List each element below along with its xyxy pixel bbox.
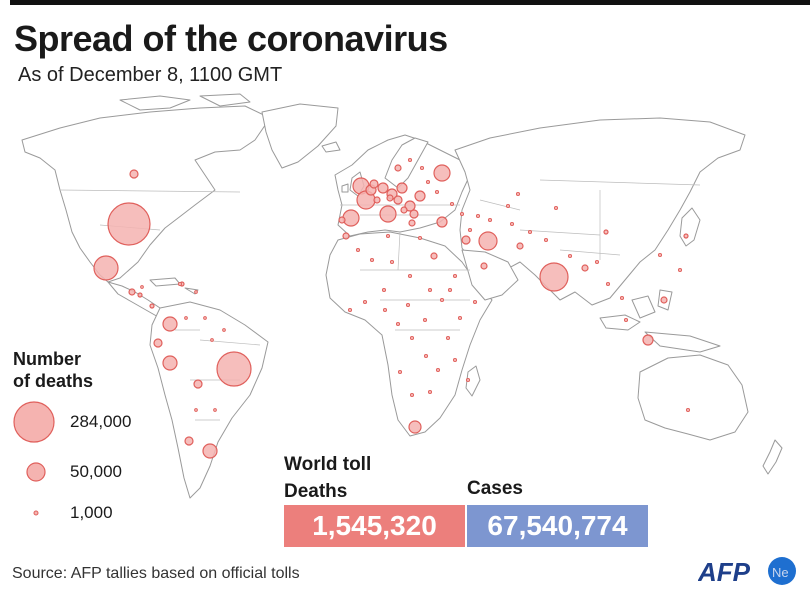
deaths-total-box: 1,545,320	[284, 505, 465, 547]
bubble-germany	[377, 182, 389, 194]
caribbean-islands	[149, 277, 199, 295]
cases-total-value: 67,540,774	[487, 510, 628, 541]
bubble-poland	[396, 182, 408, 194]
bubble-usa	[107, 202, 151, 246]
bubble-canada	[129, 169, 139, 179]
bubble-brazil	[216, 351, 252, 387]
iceland	[321, 141, 341, 153]
bubble-saudi-arabia	[480, 262, 488, 270]
bubble-bulgaria	[409, 209, 419, 219]
land-outlines	[21, 93, 783, 499]
bubble-switzerland	[373, 196, 381, 204]
bubble-pakistan	[516, 242, 524, 250]
bubble-peru	[162, 355, 178, 371]
deaths-label: Deaths	[284, 481, 348, 502]
bubble-turkey	[436, 216, 448, 228]
bubble-iraq	[461, 235, 471, 245]
deaths-total-value: 1,545,320	[312, 510, 437, 541]
small-bubbles	[140, 157, 691, 413]
southeast-asia-islands	[599, 289, 721, 353]
legend-title-line1: Number	[13, 349, 82, 369]
bubble-spain	[342, 209, 360, 227]
bubble-indonesia	[642, 334, 654, 346]
legend-title: Number of deaths	[13, 348, 93, 392]
bubble-ecuador	[153, 338, 163, 348]
north-america-landmass	[21, 105, 271, 283]
bubble-south-africa	[408, 420, 422, 434]
death-bubbles	[93, 164, 689, 459]
legend-bubble-large	[13, 401, 55, 443]
bubble-colombia	[162, 316, 178, 332]
bubble-philippines	[660, 296, 668, 304]
south-america-landmass	[149, 301, 269, 499]
bubble-china	[603, 229, 609, 235]
top-rule	[10, 0, 810, 5]
bubble-guatemala	[128, 288, 136, 296]
afp-logo-text: AFP	[698, 557, 751, 587]
bubble-india	[539, 262, 569, 292]
bubble-morocco	[342, 232, 350, 240]
afp-globe-logo-icon: AFP Ne	[698, 557, 796, 587]
bubble-netherlands	[369, 179, 379, 189]
map-title: Spread of the coronavirus	[14, 18, 448, 59]
bubble-iran	[478, 231, 498, 251]
svg-text:Ne: Ne	[772, 565, 789, 580]
legend-title-line2: of deaths	[13, 371, 94, 391]
greenland	[261, 103, 339, 169]
bubble-ukraine	[414, 190, 426, 202]
arabian-peninsula	[461, 249, 519, 301]
africa-landmass	[325, 231, 493, 437]
cases-label: Cases	[467, 478, 523, 499]
source-note: Source: AFP tallies based on official to…	[12, 565, 300, 582]
madagascar	[465, 365, 481, 397]
bubble-sweden	[394, 164, 402, 172]
world-toll-heading: World toll Deaths	[284, 451, 371, 505]
new-zealand	[762, 439, 783, 475]
cases-total-box: 67,540,774	[467, 505, 648, 547]
legend-bubbles	[13, 401, 55, 516]
arctic-islands	[119, 93, 251, 111]
legend-bubble-medium	[26, 462, 46, 482]
bubble-austria	[386, 194, 394, 202]
legend-bubble-small	[33, 510, 39, 516]
world-toll-title: World toll	[284, 454, 372, 475]
bubble-argentina	[202, 443, 218, 459]
bubble-portugal	[338, 216, 346, 224]
japan	[679, 207, 701, 247]
bubble-chile	[184, 436, 194, 446]
bubble-hungary	[393, 195, 403, 205]
bubble-egypt	[430, 252, 438, 260]
bubble-japan	[683, 233, 689, 239]
bubble-bangladesh	[581, 264, 589, 272]
bubble-serbia	[400, 206, 408, 214]
bubble-bolivia	[193, 379, 203, 389]
bubble-romania	[404, 200, 416, 212]
australia	[637, 354, 749, 441]
map-subtitle: As of December 8, 1100 GMT	[18, 64, 283, 86]
bubble-russia	[433, 164, 451, 182]
bubble-honduras	[137, 292, 143, 298]
bubble-greece	[408, 219, 416, 227]
bubble-panama	[149, 303, 155, 309]
legend-label-small: 1,000	[70, 503, 113, 522]
legend-label-large: 284,000	[70, 412, 132, 431]
bubble-mexico	[93, 255, 119, 281]
bubble-italy	[379, 205, 397, 223]
legend-label-medium: 50,000	[70, 462, 122, 481]
